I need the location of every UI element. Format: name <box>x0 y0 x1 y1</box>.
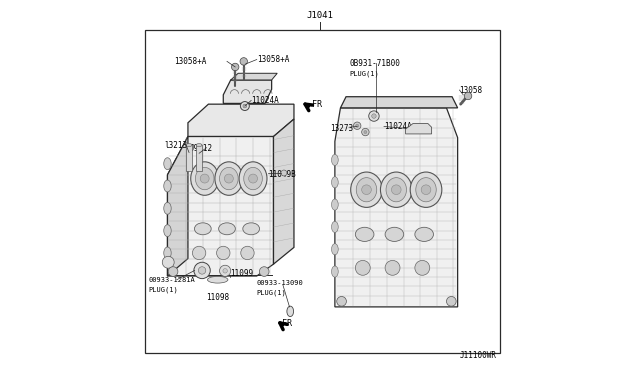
Ellipse shape <box>219 223 236 235</box>
Circle shape <box>241 246 254 260</box>
Polygon shape <box>273 119 294 264</box>
Ellipse shape <box>164 180 172 192</box>
Text: PLUG(1): PLUG(1) <box>148 287 178 294</box>
Text: 00933-13090: 00933-13090 <box>257 280 303 286</box>
Circle shape <box>362 185 371 195</box>
Ellipse shape <box>332 266 338 277</box>
Ellipse shape <box>239 162 267 195</box>
Text: PLUG(1): PLUG(1) <box>349 70 380 77</box>
Ellipse shape <box>243 223 260 235</box>
Polygon shape <box>168 137 273 276</box>
Ellipse shape <box>164 247 172 259</box>
Circle shape <box>200 174 209 183</box>
Circle shape <box>223 269 227 273</box>
Polygon shape <box>231 73 277 80</box>
Ellipse shape <box>215 162 243 195</box>
Text: 11024A: 11024A <box>251 96 279 105</box>
Ellipse shape <box>207 276 228 283</box>
Ellipse shape <box>356 177 377 202</box>
Circle shape <box>163 256 174 268</box>
Ellipse shape <box>244 167 262 190</box>
Circle shape <box>248 174 257 183</box>
Text: 11024A: 11024A <box>384 122 412 131</box>
Circle shape <box>447 296 456 306</box>
Polygon shape <box>188 104 294 137</box>
Text: l3213: l3213 <box>164 141 188 150</box>
Text: 11099: 11099 <box>230 269 253 278</box>
Circle shape <box>168 267 178 276</box>
Circle shape <box>193 246 206 260</box>
Circle shape <box>362 128 369 136</box>
Ellipse shape <box>415 227 433 241</box>
Ellipse shape <box>186 144 192 147</box>
Circle shape <box>198 267 206 274</box>
Circle shape <box>392 185 401 195</box>
Ellipse shape <box>332 221 338 232</box>
Circle shape <box>385 260 400 275</box>
Text: 13058+A: 13058+A <box>257 55 289 64</box>
Ellipse shape <box>220 167 238 190</box>
Circle shape <box>355 260 370 275</box>
Text: 0B931-71B00: 0B931-71B00 <box>349 59 401 68</box>
Text: 13273: 13273 <box>330 124 353 133</box>
Ellipse shape <box>287 306 294 317</box>
Ellipse shape <box>380 172 412 207</box>
Circle shape <box>415 260 429 275</box>
Ellipse shape <box>164 225 172 237</box>
Bar <box>145 30 500 353</box>
Ellipse shape <box>385 227 404 241</box>
Ellipse shape <box>332 199 338 210</box>
Text: J9212: J9212 <box>190 144 213 153</box>
Ellipse shape <box>416 177 436 202</box>
Circle shape <box>220 265 231 276</box>
Circle shape <box>421 185 431 195</box>
Text: PLUG(1): PLUG(1) <box>257 289 287 296</box>
Polygon shape <box>335 108 458 307</box>
Text: 13058: 13058 <box>460 86 483 94</box>
Text: J11100WR: J11100WR <box>460 351 497 360</box>
Text: FR: FR <box>312 100 322 109</box>
Circle shape <box>337 296 346 306</box>
Ellipse shape <box>332 244 338 255</box>
Circle shape <box>241 102 250 110</box>
Ellipse shape <box>195 223 211 235</box>
Circle shape <box>281 170 287 176</box>
Text: 00933-1281A: 00933-1281A <box>148 277 195 283</box>
Ellipse shape <box>355 227 374 241</box>
Text: J1041: J1041 <box>307 11 333 20</box>
Polygon shape <box>340 97 458 108</box>
Circle shape <box>232 63 239 71</box>
Circle shape <box>240 58 248 65</box>
Ellipse shape <box>164 202 172 214</box>
Polygon shape <box>406 124 431 134</box>
Ellipse shape <box>196 144 202 147</box>
Circle shape <box>364 131 367 134</box>
Bar <box>196 145 202 171</box>
Polygon shape <box>223 80 271 103</box>
Text: 13058+A: 13058+A <box>174 57 207 66</box>
Circle shape <box>465 92 472 100</box>
Circle shape <box>259 267 269 276</box>
Circle shape <box>356 124 358 127</box>
Ellipse shape <box>410 172 442 207</box>
Text: FR: FR <box>282 319 292 328</box>
Circle shape <box>369 111 379 121</box>
Polygon shape <box>168 137 188 276</box>
Circle shape <box>194 262 211 279</box>
Circle shape <box>353 122 361 129</box>
Ellipse shape <box>332 177 338 188</box>
Ellipse shape <box>195 167 214 190</box>
Bar <box>186 145 192 171</box>
Circle shape <box>225 174 234 183</box>
Ellipse shape <box>351 172 382 207</box>
Circle shape <box>243 104 246 108</box>
Circle shape <box>216 246 230 260</box>
Ellipse shape <box>386 177 406 202</box>
Text: 11049B: 11049B <box>268 170 296 179</box>
Ellipse shape <box>191 162 219 195</box>
Circle shape <box>372 114 376 118</box>
Ellipse shape <box>332 154 338 166</box>
Text: 11098: 11098 <box>207 293 230 302</box>
Ellipse shape <box>164 158 172 170</box>
